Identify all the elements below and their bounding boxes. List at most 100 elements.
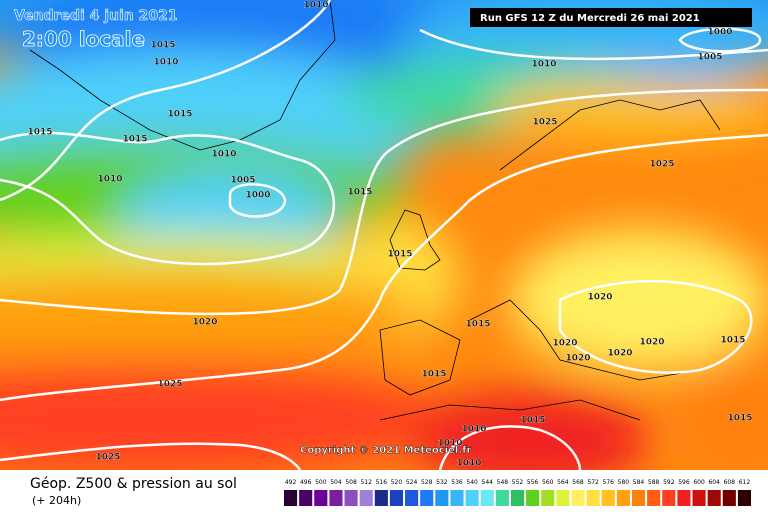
- scale-value: 516: [376, 479, 388, 486]
- scale-swatch: [662, 490, 676, 506]
- isobar-label: 1025: [95, 453, 120, 463]
- scale-value: 540: [466, 479, 478, 486]
- isobar-label: 1025: [649, 160, 674, 170]
- scale-value: 604: [708, 479, 720, 486]
- isobar-label: 1015: [27, 128, 52, 138]
- isobar-label: 1000: [707, 28, 732, 38]
- scale-value: 580: [618, 479, 630, 486]
- scale-swatch: [677, 490, 691, 506]
- scale-swatch: [556, 490, 570, 506]
- scale-value: 608: [724, 479, 736, 486]
- isobar-label: 1020: [565, 354, 590, 364]
- isobar-label: 1010: [153, 58, 178, 68]
- isobar-label: 1010: [531, 60, 556, 70]
- scale-swatch: [510, 490, 525, 506]
- scale-swatch: [435, 490, 449, 506]
- scale-value: 492: [285, 479, 297, 486]
- scale-value: 592: [663, 479, 675, 486]
- scale-value: 512: [360, 479, 372, 486]
- scale-swatch: [631, 490, 646, 506]
- isobar-labels: 1010 1015 1010 1015 1015 1015 1010 1010 1005 1000…: [27, 0, 752, 469]
- footer-title: Géop. Z500 & pression au sol: [30, 476, 237, 492]
- isobar-label: 1015: [727, 414, 752, 424]
- scale-swatch: [374, 490, 388, 506]
- scale-swatch: [495, 490, 509, 506]
- scale-value: 504: [330, 479, 342, 486]
- isobar-label: 1015: [150, 41, 175, 51]
- isobar-label: 1010: [437, 439, 462, 449]
- isobar-label: 1020: [192, 318, 217, 328]
- scale-swatch: [737, 490, 751, 506]
- scale-value: 508: [345, 479, 357, 486]
- scale-value: 500: [315, 479, 327, 486]
- isobar-label: 1020: [607, 349, 632, 359]
- scale-swatch: [722, 490, 736, 506]
- isobar-label: 1025: [532, 118, 557, 128]
- scale-swatch: [314, 490, 328, 506]
- scale-swatch: [707, 490, 721, 506]
- isobar-label: 1010: [211, 150, 236, 160]
- isobar-label: 1000: [245, 191, 270, 201]
- isobar-label: 1010: [97, 175, 122, 185]
- scale-swatch: [571, 490, 585, 506]
- scale-swatch: [344, 490, 358, 506]
- run-box: [470, 8, 752, 27]
- scale-swatch: [420, 490, 434, 506]
- scale-swatch: [601, 490, 615, 506]
- isobar-label: 1005: [697, 53, 722, 63]
- scale-swatch: [329, 490, 343, 506]
- scale-swatch: [526, 490, 540, 506]
- isobar-label: 1015: [387, 250, 412, 260]
- isobar-label: 1015: [122, 135, 147, 145]
- scale-swatch: [692, 490, 706, 506]
- scale-value: 564: [557, 479, 569, 486]
- scale-swatch: [299, 490, 313, 506]
- scale-value: 496: [300, 479, 312, 486]
- scale-value: 584: [633, 479, 645, 486]
- isobar-label: 1010: [456, 459, 481, 469]
- scale-value: 552: [512, 479, 524, 486]
- scale-swatch: [586, 490, 600, 506]
- time: 2:00 locale: [22, 27, 145, 51]
- scale-swatch: [616, 490, 630, 506]
- color-scale: 492 496 500 504 508 512 516 520 524 528 532 536 540 5…: [284, 479, 751, 506]
- scale-value: 596: [678, 479, 690, 486]
- scale-swatch: [647, 490, 661, 506]
- isobar-label: 1005: [230, 176, 255, 186]
- scale-swatch: [359, 490, 373, 506]
- date: Vendredi 4 juin 2021: [14, 8, 178, 24]
- isobar-label: 1015: [347, 188, 372, 198]
- scale-swatch: [450, 490, 464, 506]
- scale-value: 536: [451, 479, 463, 486]
- scale-swatch: [405, 490, 419, 506]
- scale-value: 572: [587, 479, 599, 486]
- scale-swatch: [541, 490, 555, 506]
- scale-value: 524: [406, 479, 418, 486]
- isobar-label: 1015: [465, 320, 490, 330]
- scale-value: 612: [739, 479, 751, 486]
- scale-value: 520: [391, 479, 403, 486]
- isobar-label: 1015: [167, 110, 192, 120]
- scale-value: 600: [693, 479, 705, 486]
- scale-swatch: [284, 490, 298, 506]
- scale-value: 560: [542, 479, 554, 486]
- scale-value: 588: [648, 479, 660, 486]
- footer-lead: (+ 204h): [32, 494, 81, 507]
- scale-value: 528: [421, 479, 433, 486]
- run: Run GFS 12 Z du Mercredi 26 mai 2021: [480, 13, 700, 24]
- isobar-label: 1025: [157, 380, 182, 390]
- scale-value: 556: [527, 479, 539, 486]
- field: [0, 0, 768, 470]
- scale-swatch: [389, 490, 404, 506]
- isobar-label: 1010: [461, 425, 486, 435]
- isobar-label: 1010: [303, 1, 328, 11]
- isobar-label: 1015: [720, 336, 745, 346]
- isobar-label: 1015: [421, 370, 446, 380]
- copyright: Copyright © 2021 Meteociel.fr: [300, 445, 471, 456]
- isobar-label: 1020: [587, 293, 612, 303]
- scale-value: 568: [572, 479, 584, 486]
- isobar-label: 1020: [639, 338, 664, 348]
- isobar-label: 1020: [552, 339, 577, 349]
